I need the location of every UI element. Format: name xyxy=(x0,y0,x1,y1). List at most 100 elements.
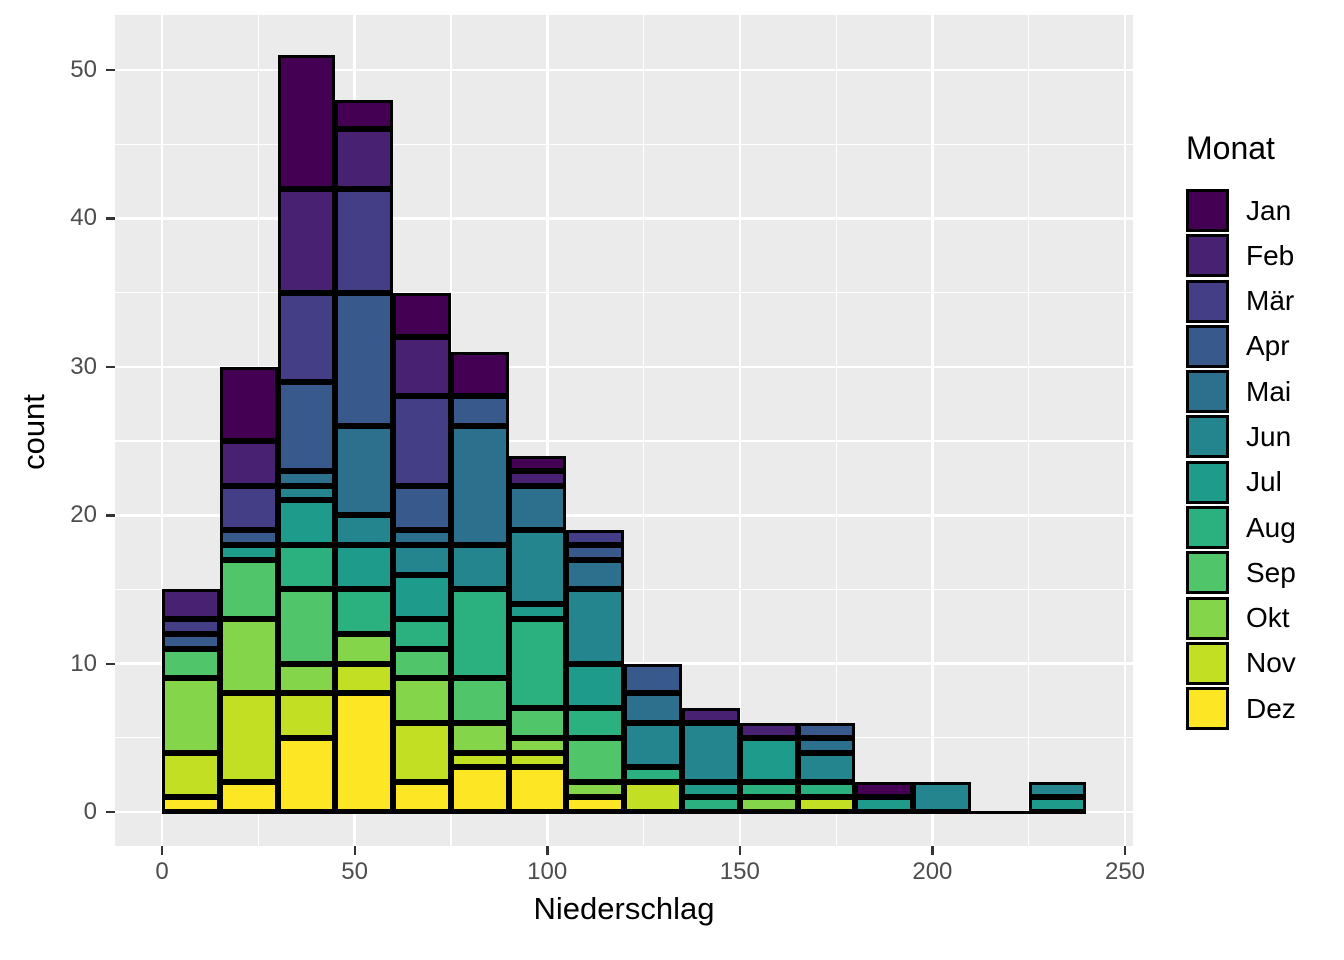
bar-segment-sep-x105 xyxy=(566,737,625,783)
bar-segment-dez-x30 xyxy=(277,737,336,812)
bar-segment-aug-x60 xyxy=(393,619,451,649)
legend-swatch-okt xyxy=(1186,596,1229,640)
x-axis-title: Niederschlag xyxy=(533,891,715,926)
x-axis-tick-100 xyxy=(546,846,549,855)
bar-segment-okt-x60 xyxy=(393,678,451,723)
bar-segment-mär-x30 xyxy=(277,292,336,382)
bar-segment-dez-x105 xyxy=(566,797,625,812)
bar-segment-mär-x0 xyxy=(162,619,220,634)
x-axis-tick-label-200: 200 xyxy=(912,858,953,885)
bar-segment-jun-x135 xyxy=(682,722,740,783)
bar-segment-jul-x45 xyxy=(335,544,394,590)
legend-key-mai: Mai xyxy=(1186,370,1336,414)
bar-segment-mai-x30 xyxy=(277,470,336,486)
bar-segment-nov-x30 xyxy=(277,693,336,738)
bar-segment-jul-x135 xyxy=(682,782,740,798)
bar-segment-mär-x45 xyxy=(335,188,394,293)
bar-segment-okt-x105 xyxy=(566,782,625,798)
bar-segment-sep-x75 xyxy=(450,678,509,723)
y-axis-tick-label-50: 50 xyxy=(70,56,97,83)
bar-segment-okt-x0 xyxy=(162,678,220,753)
bar-segment-nov-x165 xyxy=(797,797,856,812)
legend-key-jun: Jun xyxy=(1186,415,1336,459)
bar-segment-feb-x135 xyxy=(682,708,740,723)
legend-swatch-jan xyxy=(1186,189,1229,232)
y-axis-tick-10 xyxy=(106,662,115,665)
bar-segment-nov-x60 xyxy=(393,722,451,783)
bar-segment-dez-x15 xyxy=(219,782,278,812)
bar-segment-jul-x150 xyxy=(739,737,798,783)
bar-segment-apr-x45 xyxy=(335,292,394,427)
bar-segment-sep-x15 xyxy=(219,559,278,620)
bar-segment-nov-x90 xyxy=(508,752,567,768)
bar-segment-okt-x75 xyxy=(450,722,509,753)
y-axis-tick-20 xyxy=(106,514,115,517)
gridline-y-minor xyxy=(115,143,1133,145)
legend-key-okt: Okt xyxy=(1186,596,1336,640)
bar-segment-jan-x75 xyxy=(450,351,509,397)
legend-label-jan: Jan xyxy=(1246,194,1292,226)
bar-segment-mai-x75 xyxy=(450,426,509,545)
legend: Monat Jan Feb Mär Apr Mai Jun Jul Aug Sep Okt Nov D… xyxy=(1186,130,1336,733)
bar-segment-dez-x60 xyxy=(393,782,451,812)
legend-swatch-mai xyxy=(1186,370,1229,414)
bar-segment-apr-x0 xyxy=(162,633,220,649)
bar-segment-feb-x30 xyxy=(277,188,336,293)
bar-segment-dez-x0 xyxy=(162,797,220,812)
legend-label-okt: Okt xyxy=(1246,602,1290,634)
bar-segment-jun-x30 xyxy=(277,485,336,501)
gridline-x-minor xyxy=(1028,15,1030,846)
gridline-x-major xyxy=(738,15,742,846)
bar-segment-feb-x90 xyxy=(508,470,567,486)
legend-swatch-sep xyxy=(1186,551,1229,595)
gridline-x-minor xyxy=(642,15,645,846)
legend-swatch-dez xyxy=(1186,687,1229,731)
legend-key-dez: Dez xyxy=(1186,687,1336,731)
y-axis-tick-0 xyxy=(106,811,115,814)
bar-segment-jan-x60 xyxy=(393,292,451,338)
x-axis-tick-150 xyxy=(738,846,742,855)
x-axis-tick-200 xyxy=(931,846,934,855)
bar-segment-aug-x135 xyxy=(682,797,740,812)
bar-segment-nov-x15 xyxy=(219,693,278,783)
legend-label-nov: Nov xyxy=(1246,647,1296,679)
bar-segment-apr-x60 xyxy=(393,485,451,531)
legend-key-jan: Jan xyxy=(1186,189,1336,232)
bar-segment-apr-x105 xyxy=(566,544,625,560)
legend-label-jul: Jul xyxy=(1246,466,1282,498)
gridline-x-major xyxy=(546,15,549,846)
bar-segment-dez-x45 xyxy=(335,693,394,812)
bar-segment-jan-x180 xyxy=(855,782,914,798)
legend-label-sep: Sep xyxy=(1246,556,1296,588)
y-axis-tick-label-30: 30 xyxy=(70,352,97,380)
x-axis-tick-label-0: 0 xyxy=(155,858,169,885)
legend-label-mär: Mär xyxy=(1246,285,1295,317)
bar-segment-jan-x15 xyxy=(219,366,278,441)
bar-segment-jun-x225 xyxy=(1028,782,1087,798)
bar-segment-jun-x195 xyxy=(913,782,971,812)
gridline-x-minor xyxy=(835,15,837,846)
legend-key-jul: Jul xyxy=(1186,460,1336,504)
bar-segment-jun-x45 xyxy=(335,515,394,545)
bar-segment-mai-x120 xyxy=(624,693,682,723)
x-axis-tick-label-50: 50 xyxy=(341,858,368,885)
bar-segment-nov-x75 xyxy=(450,752,509,768)
bar-segment-jul-x30 xyxy=(277,500,336,545)
bar-segment-feb-x45 xyxy=(335,129,394,189)
x-axis-tick-label-100: 100 xyxy=(527,858,568,885)
bar-segment-aug-x45 xyxy=(335,589,394,634)
x-axis-tick-250 xyxy=(1124,846,1127,855)
bar-segment-jun-x90 xyxy=(508,530,567,605)
bar-segment-aug-x165 xyxy=(797,782,856,798)
legend-swatch-aug xyxy=(1186,506,1229,550)
legend-key-sep: Sep xyxy=(1186,551,1336,595)
bar-segment-mai-x45 xyxy=(335,426,394,516)
bar-segment-mai-x90 xyxy=(508,485,567,531)
bar-segment-nov-x45 xyxy=(335,663,394,694)
bar-segment-jan-x30 xyxy=(277,55,336,189)
bar-segment-apr-x165 xyxy=(797,722,856,738)
y-axis-tick-40 xyxy=(106,217,115,220)
y-axis-tick-label-40: 40 xyxy=(70,204,97,232)
legend-label-aug: Aug xyxy=(1246,511,1296,543)
